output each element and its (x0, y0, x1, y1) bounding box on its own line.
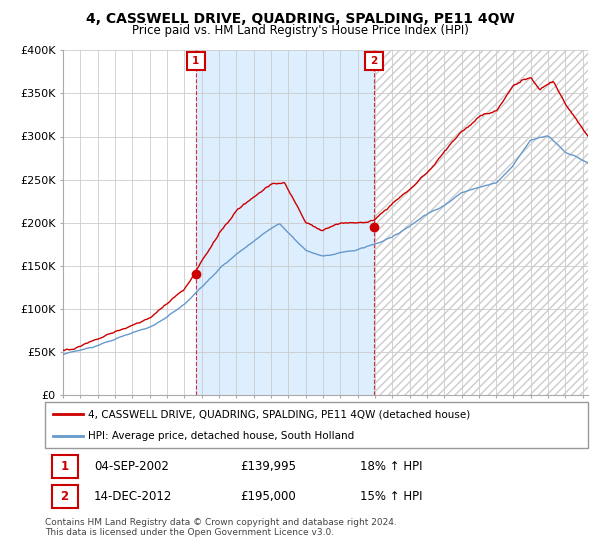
FancyBboxPatch shape (52, 485, 77, 508)
Text: 18% ↑ HPI: 18% ↑ HPI (360, 460, 422, 473)
Text: 15% ↑ HPI: 15% ↑ HPI (360, 490, 422, 503)
Text: 04-SEP-2002: 04-SEP-2002 (94, 460, 169, 473)
Text: HPI: Average price, detached house, South Holland: HPI: Average price, detached house, Sout… (88, 431, 355, 441)
FancyBboxPatch shape (52, 455, 77, 478)
Text: 2: 2 (61, 490, 68, 503)
Text: Contains HM Land Registry data © Crown copyright and database right 2024.
This d: Contains HM Land Registry data © Crown c… (45, 518, 397, 538)
Text: 4, CASSWELL DRIVE, QUADRING, SPALDING, PE11 4QW: 4, CASSWELL DRIVE, QUADRING, SPALDING, P… (86, 12, 514, 26)
Text: 1: 1 (61, 460, 68, 473)
FancyBboxPatch shape (45, 402, 588, 448)
Bar (196, 50, 374, 395)
Text: 4, CASSWELL DRIVE, QUADRING, SPALDING, PE11 4QW (detached house): 4, CASSWELL DRIVE, QUADRING, SPALDING, P… (88, 409, 470, 419)
Text: £195,000: £195,000 (241, 490, 296, 503)
Text: Price paid vs. HM Land Registry's House Price Index (HPI): Price paid vs. HM Land Registry's House … (131, 24, 469, 36)
Text: 2: 2 (371, 56, 378, 66)
Text: 1: 1 (192, 56, 200, 66)
Text: £139,995: £139,995 (241, 460, 296, 473)
Text: 14-DEC-2012: 14-DEC-2012 (94, 490, 172, 503)
Bar (374, 50, 588, 395)
